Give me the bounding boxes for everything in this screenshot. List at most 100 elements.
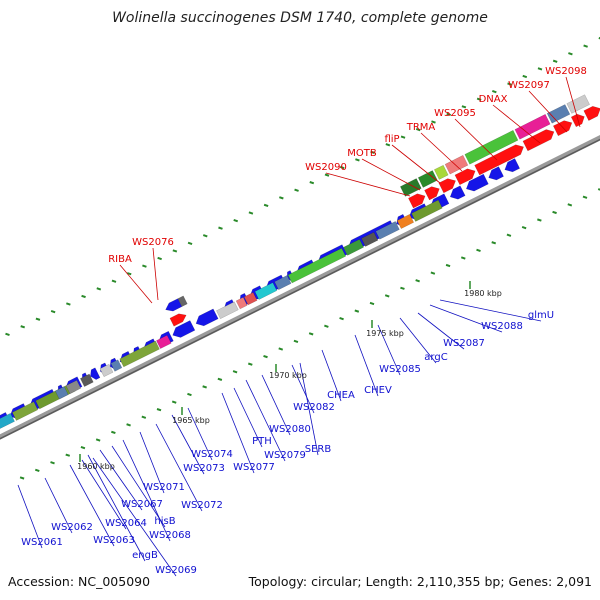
reverse-gene-label: WS2062 xyxy=(51,522,93,533)
tick-mark xyxy=(324,173,330,177)
reverse-gene-label: WS2072 xyxy=(181,500,223,511)
reverse-cog-block xyxy=(110,359,123,372)
forward-gene xyxy=(583,106,600,121)
tick-mark xyxy=(65,453,71,457)
reverse-gene-label: WS2069 xyxy=(155,565,197,576)
tick-mark xyxy=(233,218,239,223)
reverse-cog-block xyxy=(287,247,347,284)
tick-mark xyxy=(279,196,284,200)
scale-label: 1970 kbp xyxy=(269,371,307,380)
leader-line xyxy=(139,431,165,494)
forward-gene-label: MOTB xyxy=(347,148,377,159)
tick-mark xyxy=(445,263,451,268)
reverse-gene-label: WS2088 xyxy=(481,321,523,332)
tick-mark xyxy=(370,150,375,154)
tick-mark xyxy=(156,408,162,412)
tick-mark xyxy=(218,226,223,230)
tick-mark xyxy=(187,241,193,245)
reverse-gene-label: SERB xyxy=(305,444,332,455)
reverse-gene-label: WS2067 xyxy=(121,499,163,510)
leader-line xyxy=(454,118,498,161)
reverse-cog-block xyxy=(79,373,94,387)
leader-line xyxy=(354,334,379,397)
forward-gene-label: WS2076 xyxy=(132,237,174,248)
tick-mark xyxy=(96,287,102,291)
tick-mark xyxy=(172,249,178,253)
reverse-gene-label: WS2079 xyxy=(264,450,306,461)
leader-line xyxy=(325,172,411,197)
leader-line xyxy=(119,264,153,304)
tick-mark xyxy=(492,90,497,94)
tick-mark xyxy=(583,44,588,48)
tick-mark xyxy=(95,438,101,442)
reverse-cog-block xyxy=(361,231,379,247)
forward-gene-label: WS2090 xyxy=(305,162,347,173)
forward-cog-block xyxy=(514,113,551,140)
tick-mark xyxy=(81,294,86,299)
tick-mark xyxy=(598,36,600,40)
backbone-shadow xyxy=(0,138,600,440)
leader-line xyxy=(81,459,127,530)
leader-line xyxy=(399,317,437,364)
tick-mark xyxy=(20,325,26,329)
reverse-cog-block xyxy=(254,282,278,300)
tick-mark xyxy=(476,248,481,253)
tick-mark xyxy=(354,309,360,313)
label-leaders xyxy=(17,76,581,577)
forward-cog-block xyxy=(566,94,590,114)
tick-mark xyxy=(567,203,573,207)
tick-marks xyxy=(5,36,600,480)
tick-mark xyxy=(293,339,299,344)
accession-text: Accession: NC_005090 xyxy=(8,574,151,589)
tick-mark xyxy=(568,52,573,56)
reverse-gene-label: WS2077 xyxy=(233,462,275,473)
tick-mark xyxy=(415,127,421,132)
reverse-cog-block xyxy=(411,199,443,222)
tick-mark xyxy=(491,241,497,245)
tick-mark xyxy=(263,203,269,208)
reverse-cog-block xyxy=(54,386,69,400)
tick-mark xyxy=(400,286,405,290)
leader-line xyxy=(87,454,146,562)
tick-mark xyxy=(5,332,10,336)
forward-cog-block xyxy=(433,164,449,180)
tick-mark xyxy=(324,324,329,328)
leader-line xyxy=(291,364,315,414)
tick-mark xyxy=(506,233,512,237)
leader-line xyxy=(152,247,159,301)
reverse-gene-label: WS2064 xyxy=(105,518,147,529)
tick-mark xyxy=(202,234,208,238)
leader-line xyxy=(171,414,205,475)
scale-label: 1975 kbp xyxy=(366,329,404,338)
reverse-gene-label: PTH xyxy=(252,436,272,447)
reverse-cog-block xyxy=(375,221,400,240)
tick-mark xyxy=(126,272,132,276)
leader-line xyxy=(245,379,286,462)
reverse-cog-block xyxy=(119,340,160,368)
leader-line xyxy=(565,76,581,128)
tick-mark xyxy=(126,423,131,427)
reverse-gene xyxy=(449,185,466,200)
forward-gene xyxy=(474,144,524,176)
leader-line xyxy=(417,312,465,350)
tick-mark xyxy=(19,476,25,480)
reverse-cog-block xyxy=(396,213,415,229)
tick-mark xyxy=(582,195,588,199)
tick-mark xyxy=(369,301,375,306)
tick-mark xyxy=(142,264,147,268)
forward-gene xyxy=(169,313,187,327)
tick-mark xyxy=(339,165,345,170)
tick-mark xyxy=(355,158,360,162)
reverse-gene-label: WS2073 xyxy=(183,463,225,474)
tick-mark xyxy=(385,143,391,147)
tick-mark xyxy=(35,317,41,321)
reverse-gene-label: engB xyxy=(132,550,158,561)
leader-line xyxy=(439,299,542,322)
reverse-cog-block xyxy=(216,301,239,320)
leader-line xyxy=(377,324,401,376)
genome-backbone xyxy=(0,135,600,440)
leader-line xyxy=(321,349,342,402)
feature-tracks xyxy=(0,94,600,429)
forward-cog-block xyxy=(464,129,519,165)
forward-gene xyxy=(408,193,426,209)
